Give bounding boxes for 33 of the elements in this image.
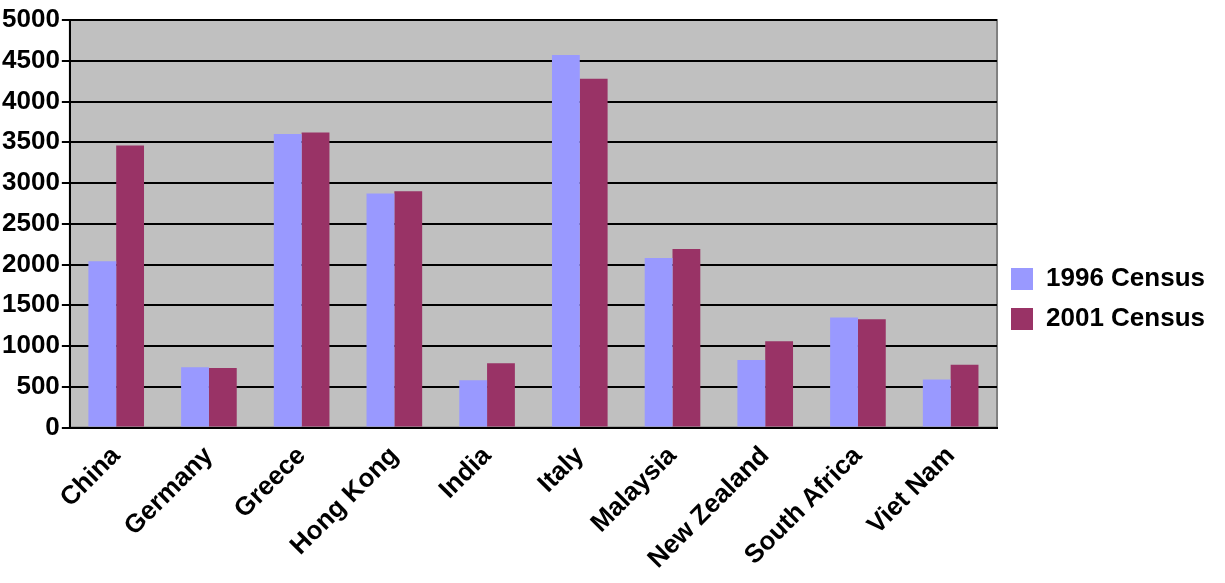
bar [459, 380, 488, 427]
bar [208, 368, 237, 427]
bar [737, 359, 766, 427]
bar [644, 258, 673, 427]
y-tick-label: 2500 [2, 206, 60, 237]
bar [394, 191, 423, 427]
bar [830, 317, 858, 427]
bar [273, 134, 302, 427]
bar [366, 193, 395, 427]
y-tick-label: 5000 [2, 3, 60, 34]
y-tick-label: 1500 [2, 288, 60, 319]
bar [181, 367, 209, 427]
legend-label: 2001 Census [1046, 302, 1205, 333]
y-tick-label: 3500 [2, 125, 60, 156]
bar [857, 319, 886, 427]
bar [551, 55, 580, 427]
y-tick-label: 2000 [2, 247, 60, 278]
y-tick-label: 4000 [2, 84, 60, 115]
bar [579, 78, 608, 427]
y-tick-label: 1000 [2, 329, 60, 360]
bar [116, 145, 145, 427]
bar [922, 379, 951, 427]
bar [950, 364, 979, 427]
bar [487, 363, 515, 427]
y-tick-label: 0 [45, 410, 60, 441]
y-tick-label: 500 [16, 369, 60, 400]
bar [765, 341, 794, 427]
y-tick-label: 4500 [2, 43, 60, 74]
y-tick-label: 3000 [2, 166, 60, 197]
legend-label: 1996 Census [1046, 262, 1205, 293]
bar [301, 132, 330, 427]
bar [88, 261, 117, 427]
bar [672, 249, 701, 427]
